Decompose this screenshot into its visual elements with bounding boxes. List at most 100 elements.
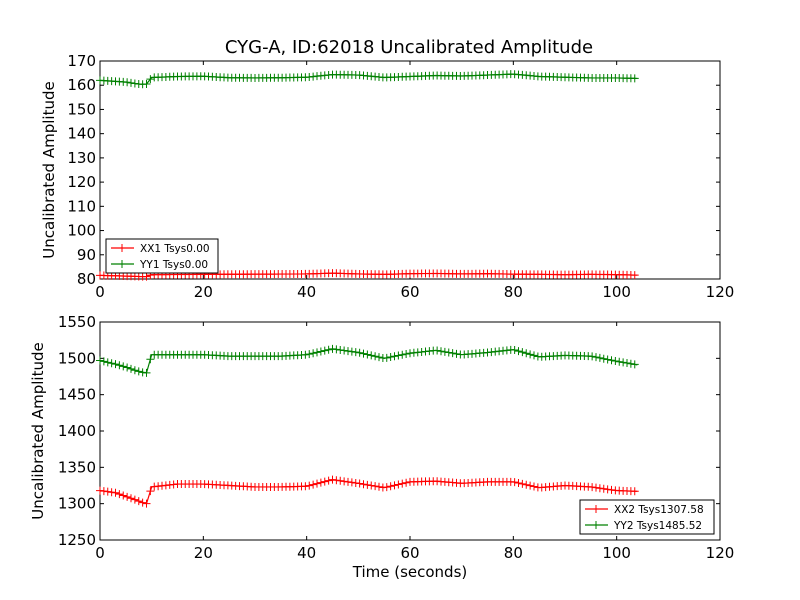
y-tick-label: 170: [67, 52, 96, 70]
series-marker: [138, 498, 147, 507]
series-marker: [107, 359, 116, 368]
series-marker: [123, 363, 132, 372]
series-marker: [394, 351, 403, 360]
series-marker: [142, 272, 151, 281]
series-marker: [96, 356, 104, 365]
x-tick-label: 100: [602, 283, 631, 301]
series-marker: [347, 347, 356, 356]
series-marker: [119, 362, 128, 371]
x-tick-label: 80: [504, 544, 523, 562]
series-marker: [316, 478, 325, 487]
x-tick-label: 120: [706, 544, 735, 562]
y-tick-label: 80: [77, 270, 96, 288]
series-marker: [336, 345, 345, 354]
series-marker: [123, 78, 132, 87]
x-tick-label: 120: [706, 283, 735, 301]
y-tick-label: 1250: [58, 531, 96, 549]
series-marker: [607, 356, 616, 365]
legend-label: XX2 Tsys1307.58: [614, 504, 704, 516]
series-marker: [402, 350, 411, 359]
series-marker: [518, 479, 527, 488]
series-marker: [607, 485, 616, 494]
series-marker: [530, 351, 538, 360]
y-axis-label: Uncalibrated Amplitude: [40, 81, 58, 258]
series-marker: [371, 352, 380, 361]
legend-box: [105, 238, 219, 274]
series-marker: [324, 345, 333, 354]
series-marker: [115, 490, 124, 499]
series-marker: [359, 349, 368, 358]
x-tick-label: 0: [95, 283, 105, 301]
series-marker: [351, 478, 360, 487]
series-marker: [332, 345, 341, 354]
series-marker: [619, 358, 628, 367]
series-marker: [123, 492, 132, 501]
series-marker: [526, 350, 535, 359]
y-tick-label: 130: [67, 149, 96, 167]
series-marker: [336, 476, 345, 485]
series-marker: [146, 75, 155, 84]
series-marker: [103, 487, 112, 496]
upper-panel: 0 20 40 60 80 100 120 80 90 100 110 120 130 140 150 160…: [40, 52, 734, 301]
series-marker: [332, 476, 341, 485]
series-marker: [320, 477, 329, 486]
series-marker: [355, 479, 364, 488]
series-marker: [452, 349, 461, 358]
series-marker: [603, 355, 612, 364]
series-marker: [444, 348, 453, 357]
series-marker: [630, 74, 639, 83]
x-tick-label: 60: [400, 283, 419, 301]
series-marker: [402, 478, 411, 487]
series-marker: [107, 488, 116, 497]
series-marker: [595, 353, 604, 362]
legend-swatch-marker: [592, 505, 600, 513]
series-marker: [599, 354, 608, 363]
series-marker: [437, 347, 445, 356]
series-marker: [96, 486, 104, 495]
legend-label: XX1 Tsys0.00: [140, 243, 210, 255]
legend-label: YY1 Tsys0.00: [139, 259, 208, 271]
series-marker: [599, 484, 608, 493]
x-tick-label: 60: [400, 544, 419, 562]
y-tick-label: 1300: [58, 495, 96, 513]
series-marker: [630, 487, 639, 496]
series-marker: [305, 350, 314, 359]
series-marker: [382, 483, 391, 492]
series-marker: [514, 479, 523, 488]
series-marker: [127, 78, 135, 87]
series-marker: [588, 352, 597, 361]
y-tick-label: 100: [67, 222, 96, 240]
series-marker: [371, 482, 380, 491]
series-marker: [142, 368, 151, 377]
series-marker: [99, 357, 108, 366]
y-tick-label: 1400: [58, 422, 96, 440]
series-marker: [375, 482, 383, 491]
y-tick-label: 140: [67, 125, 96, 143]
series-1: [96, 344, 639, 377]
x-axis-label: Time (seconds): [352, 563, 468, 581]
series-marker: [375, 353, 383, 362]
series-marker: [530, 482, 538, 491]
series-marker: [448, 349, 457, 358]
series-marker: [324, 476, 333, 485]
series-marker: [630, 271, 639, 280]
legend-swatch-marker: [118, 260, 126, 268]
series-marker: [301, 482, 310, 491]
y-tick-label: 1350: [58, 458, 96, 476]
series-marker: [611, 356, 620, 365]
series-marker: [313, 479, 321, 488]
series-marker: [142, 499, 151, 508]
series-marker: [103, 358, 112, 367]
series-marker: [433, 346, 442, 355]
legend-box: [579, 499, 715, 535]
series-marker: [127, 364, 135, 373]
y-tick-label: 1500: [58, 349, 96, 367]
series-marker: [522, 480, 531, 489]
series-marker: [119, 491, 128, 500]
y-axis-label: Uncalibrated Amplitude: [29, 342, 47, 519]
lower-panel: 0 20 40 60 80 100 120 1250 1300 1350 1400 1450 1500 1…: [29, 313, 734, 581]
series-marker: [514, 347, 523, 356]
series-marker: [301, 350, 310, 359]
series-marker: [99, 487, 108, 496]
